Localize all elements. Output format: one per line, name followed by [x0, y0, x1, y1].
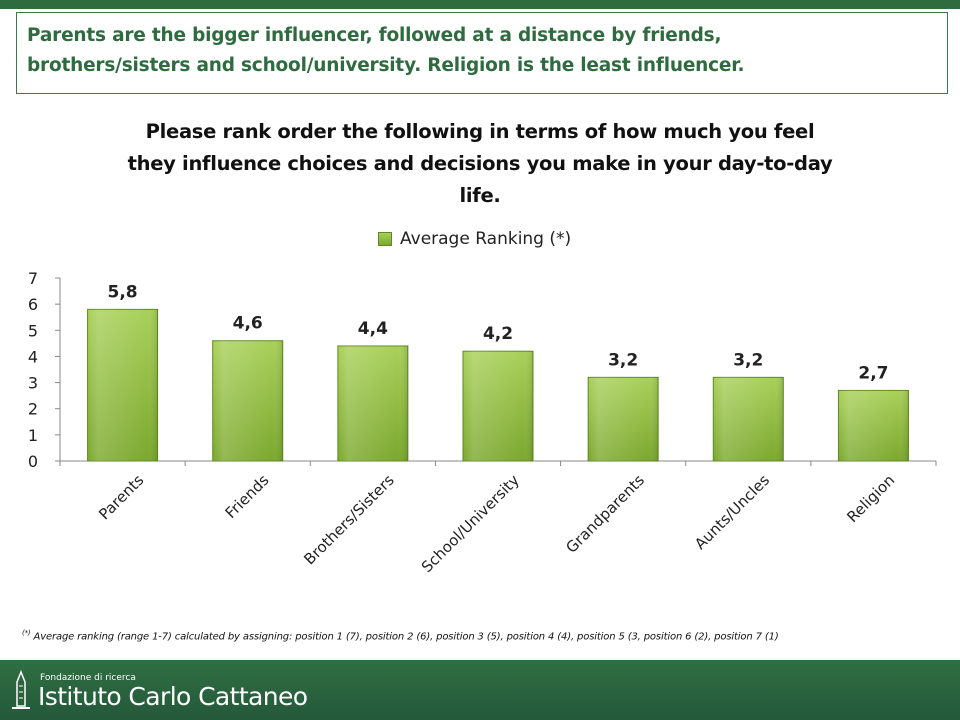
- chart-title-line-3: life.: [459, 184, 501, 207]
- x-category-label: Friends: [222, 471, 273, 522]
- x-category-label: Grandparents: [562, 471, 648, 557]
- x-category-label: Aunts/Uncles: [691, 471, 773, 553]
- bar-highlight: [838, 390, 909, 461]
- chart-title: Please rank order the following in terms…: [100, 116, 860, 212]
- bar-highlight: [337, 345, 408, 461]
- headline-line-1: Parents are the bigger influencer, follo…: [27, 25, 722, 46]
- data-label: 4,4: [358, 319, 388, 339]
- x-category-label: Religion: [843, 471, 898, 526]
- x-category-label: School/University: [418, 471, 523, 576]
- logo-name: Istituto Carlo Cattaneo: [38, 682, 308, 711]
- bar-chart: 0 1 2 3 4 5 6 7 5,8 4,6 4,4 4,2 3,2 3,2 2,7 Parents Fr…: [28, 269, 937, 576]
- footnote-text: Average ranking (range 1-7) calculated b…: [30, 631, 779, 643]
- bar-highlight: [463, 351, 533, 461]
- logo-subtitle: Fondazione di ricerca: [40, 673, 136, 683]
- y-tick-label: 1: [28, 426, 38, 445]
- y-tick-label: 2: [28, 400, 38, 419]
- chart-title-line-1: Please rank order the following in terms…: [145, 120, 815, 143]
- data-label: 4,6: [233, 314, 263, 334]
- data-label: 5,8: [108, 282, 138, 302]
- x-category-label: Parents: [95, 471, 147, 523]
- y-tick-label: 4: [28, 347, 38, 366]
- bar-highlight: [87, 309, 158, 461]
- headline-box: Parents are the bigger influencer, follo…: [16, 12, 948, 94]
- bar-highlight: [588, 377, 659, 461]
- chart-title-line-2: they influence choices and decisions you…: [127, 152, 833, 175]
- bar-highlight: [212, 340, 283, 461]
- legend-label: Average Ranking (*): [400, 229, 572, 249]
- top-accent-bar: [0, 0, 960, 9]
- y-tick-label: 5: [28, 321, 38, 340]
- y-tick-label: 3: [28, 374, 38, 393]
- data-label: 3,2: [608, 350, 638, 370]
- footer-bar: Fondazione di ricerca Istituto Carlo Cat…: [0, 660, 960, 720]
- bar-highlight: [713, 377, 784, 461]
- y-tick-label: 6: [28, 295, 38, 314]
- footnote-marker: (*): [22, 629, 31, 637]
- x-category-label: Brothers/Sisters: [300, 471, 397, 568]
- data-label: 2,7: [858, 363, 888, 383]
- data-label: 4,2: [483, 324, 513, 344]
- tower-logo-icon: [12, 670, 30, 709]
- data-label: 3,2: [733, 350, 763, 370]
- footnote: (*) Average ranking (range 1-7) calculat…: [22, 629, 942, 642]
- chart-legend: Average Ranking (*): [378, 228, 571, 250]
- legend-swatch: [378, 232, 392, 246]
- y-tick-label: 7: [28, 269, 38, 288]
- headline-line-2: brothers/sisters and school/university. …: [27, 55, 745, 76]
- y-tick-label: 0: [28, 452, 38, 471]
